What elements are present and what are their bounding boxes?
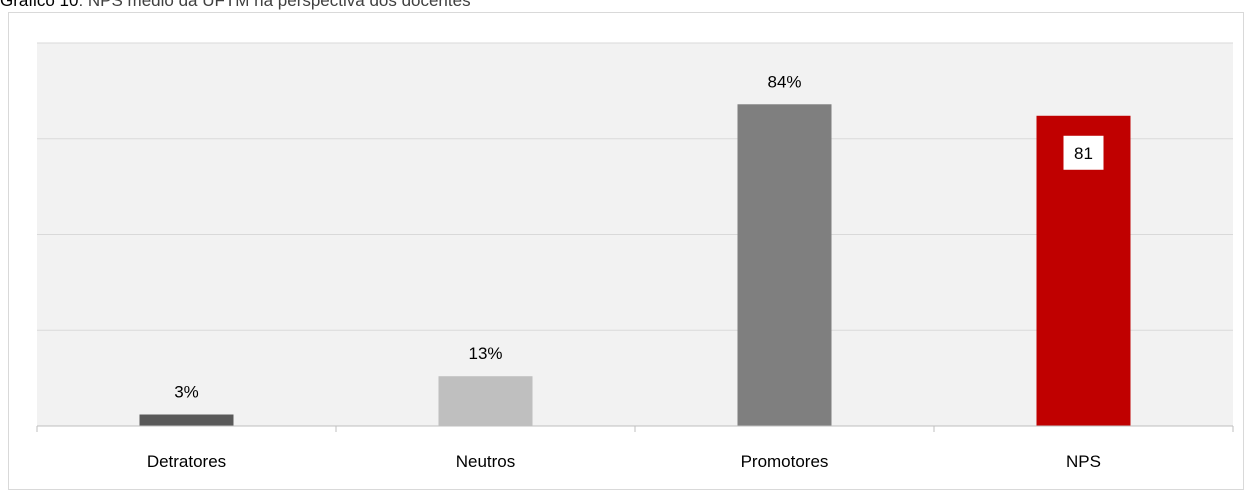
data-label-neutros: 13% xyxy=(468,344,502,363)
bar-neutros xyxy=(438,376,533,426)
category-label-nps: NPS xyxy=(1066,452,1101,471)
data-label-nps: 81 xyxy=(1074,144,1093,163)
data-label-detratores: 3% xyxy=(174,383,199,402)
chart-caption: Gráfico 10: NPS médio da UFTM na perspec… xyxy=(0,0,471,11)
bars xyxy=(139,104,1131,427)
category-label-promotores: Promotores xyxy=(741,452,829,471)
caption-label: Gráfico 10 xyxy=(0,0,79,10)
bar-detratores xyxy=(139,414,234,426)
data-label-box-nps xyxy=(1063,135,1104,170)
category-label-neutros: Neutros xyxy=(456,452,516,471)
x-axis xyxy=(36,425,1234,432)
data-label-promotores: 84% xyxy=(767,72,801,91)
gridlines xyxy=(37,42,1233,331)
category-labels: Detratores Neutros Promotores NPS xyxy=(147,452,1101,471)
category-label-detratores: Detratores xyxy=(147,452,226,471)
data-labels: 3% 13% 84% 81 xyxy=(174,72,1104,402)
caption-text: : NPS médio da UFTM na perspectiva dos d… xyxy=(78,0,471,10)
bar-promotores xyxy=(737,104,832,426)
